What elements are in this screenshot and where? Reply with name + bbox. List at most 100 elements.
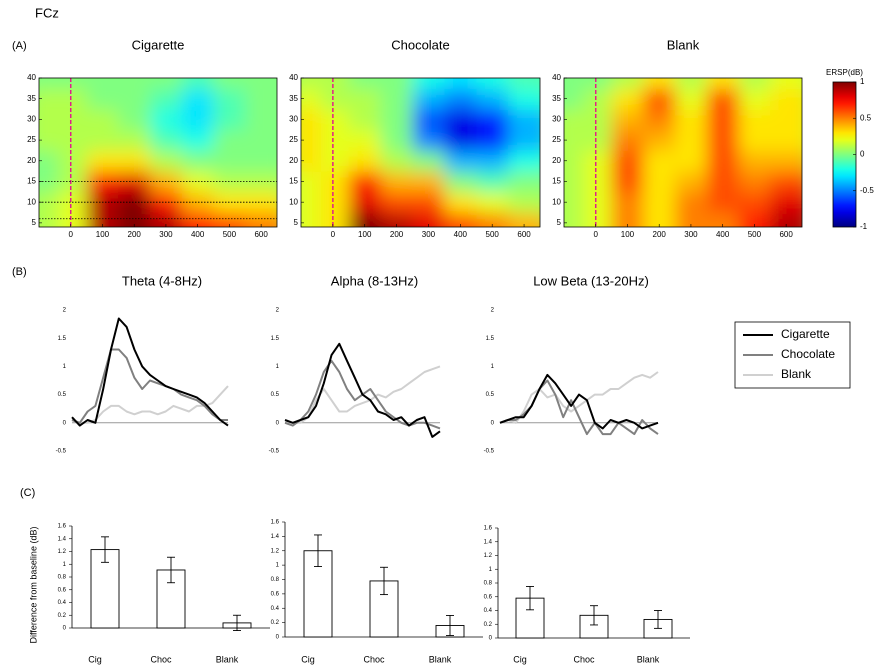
heatmap-cell xyxy=(612,171,644,192)
y-tick-label: 0 xyxy=(491,420,495,426)
y-tick-label: 5 xyxy=(557,218,562,227)
heatmap-cell xyxy=(707,192,739,213)
y-tick-label: 1.4 xyxy=(58,536,67,542)
x-tick-label: 200 xyxy=(653,230,667,239)
page-title: FCz xyxy=(35,5,59,20)
heatmap-cells xyxy=(554,0,812,352)
y-tick-label: 0 xyxy=(63,626,67,632)
colorbar-tick-label: 1 xyxy=(860,77,865,86)
y-tick-label: 0.5 xyxy=(486,392,495,398)
y-tick-label: 35 xyxy=(289,94,298,103)
x-tick-label: 600 xyxy=(254,230,268,239)
heatmap-cell xyxy=(59,109,87,130)
heatmap-cell xyxy=(214,150,246,171)
heatmap-cell xyxy=(349,88,381,109)
y-tick-label: 1 xyxy=(491,364,495,370)
panel-label: (B) xyxy=(12,266,27,278)
heatmap-cell xyxy=(59,88,87,109)
heatmap-cells xyxy=(29,0,287,352)
heatmap-cell xyxy=(770,192,812,213)
y-tick-label: 10 xyxy=(289,197,298,206)
heatmap-cell xyxy=(245,130,287,151)
y-tick-label: 1 xyxy=(276,563,280,569)
heatmap-cell xyxy=(584,0,612,89)
heatmap-cell xyxy=(770,0,812,89)
heatmap-cell xyxy=(584,171,612,192)
panel-label: (A) xyxy=(12,40,27,52)
y-tick-label: 1.6 xyxy=(58,524,67,530)
x-tick-label: 300 xyxy=(159,230,173,239)
y-tick-label: 30 xyxy=(289,114,298,123)
x-tick-label: 100 xyxy=(96,230,110,239)
colorbar-tick-label: 0 xyxy=(860,150,865,159)
heatmap-cell xyxy=(584,192,612,213)
heatmap xyxy=(554,0,812,352)
heatmap-cell xyxy=(321,88,349,109)
heatmap-cell xyxy=(87,109,119,130)
y-tick-label: 0.4 xyxy=(58,600,67,606)
heatmap-cell xyxy=(508,192,550,213)
heatmap-cell xyxy=(675,150,707,171)
x-tick-label: 500 xyxy=(748,230,762,239)
colorbar-label: ERSP(dB) xyxy=(826,68,863,77)
y-tick-label: 0.6 xyxy=(58,587,67,593)
heatmap-cell xyxy=(245,88,287,109)
y-tick-label: 1.2 xyxy=(58,549,67,555)
heatmap-cell xyxy=(739,192,771,213)
heatmap-cell xyxy=(245,109,287,130)
heatmap-cell xyxy=(87,88,119,109)
heatmap-cell xyxy=(612,88,644,109)
y-tick-label: 0.8 xyxy=(484,581,493,587)
heatmap-cell xyxy=(476,192,508,213)
chart-title: Low Beta (13-20Hz) xyxy=(533,273,649,288)
heatmap-cell xyxy=(413,150,445,171)
y-tick-label: 35 xyxy=(27,94,36,103)
heatmap-cell xyxy=(612,109,644,130)
chart-title: Blank xyxy=(667,37,700,52)
x-tick-label: Cig xyxy=(513,654,527,664)
y-tick-label: 10 xyxy=(552,197,561,206)
x-tick-label: 600 xyxy=(517,230,531,239)
heatmap-cell xyxy=(29,213,59,352)
x-tick-label: Cig xyxy=(301,654,315,664)
y-tick-label: 5 xyxy=(294,218,299,227)
x-tick-label: 0 xyxy=(69,230,74,239)
heatmap-cell xyxy=(675,88,707,109)
heatmap-cell xyxy=(739,150,771,171)
heatmap-cell xyxy=(444,88,476,109)
heatmap-cells xyxy=(291,0,550,352)
heatmap-cell xyxy=(643,150,675,171)
y-tick-label: 20 xyxy=(27,156,36,165)
heatmap-cell xyxy=(59,150,87,171)
legend-label: Cigarette xyxy=(781,327,830,341)
colorbar-tick-label: -0.5 xyxy=(860,186,874,195)
heatmap-cell xyxy=(321,0,349,89)
colorbar xyxy=(833,82,856,227)
heatmap-cell xyxy=(87,150,119,171)
heatmap-cell xyxy=(381,150,413,171)
heatmap-cell xyxy=(150,109,182,130)
heatmap-cell xyxy=(413,171,445,192)
y-tick-label: 30 xyxy=(552,114,561,123)
y-tick-label: -0.5 xyxy=(269,449,280,455)
heatmap-cell xyxy=(675,192,707,213)
heatmap-cell xyxy=(182,150,214,171)
heatmap xyxy=(29,0,287,352)
heatmap-cell xyxy=(214,88,246,109)
x-tick-label: 400 xyxy=(454,230,468,239)
chart-title: Cigarette xyxy=(132,37,185,52)
heatmap-cell xyxy=(321,109,349,130)
heatmap-cell xyxy=(321,130,349,151)
heatmap-cell xyxy=(508,171,550,192)
y-axis-label: Difference from baseline (dB) xyxy=(28,527,38,644)
y-tick-label: 1.4 xyxy=(271,534,280,540)
heatmap-cell xyxy=(584,150,612,171)
heatmap-cell xyxy=(584,130,612,151)
y-tick-label: 10 xyxy=(27,197,36,206)
heatmap-cell xyxy=(413,109,445,130)
y-tick-label: 1.2 xyxy=(271,548,280,554)
y-tick-label: 0 xyxy=(276,635,280,641)
heatmap-cell xyxy=(214,0,246,89)
heatmap-cell xyxy=(612,0,644,89)
y-tick-label: 1.6 xyxy=(484,526,493,532)
